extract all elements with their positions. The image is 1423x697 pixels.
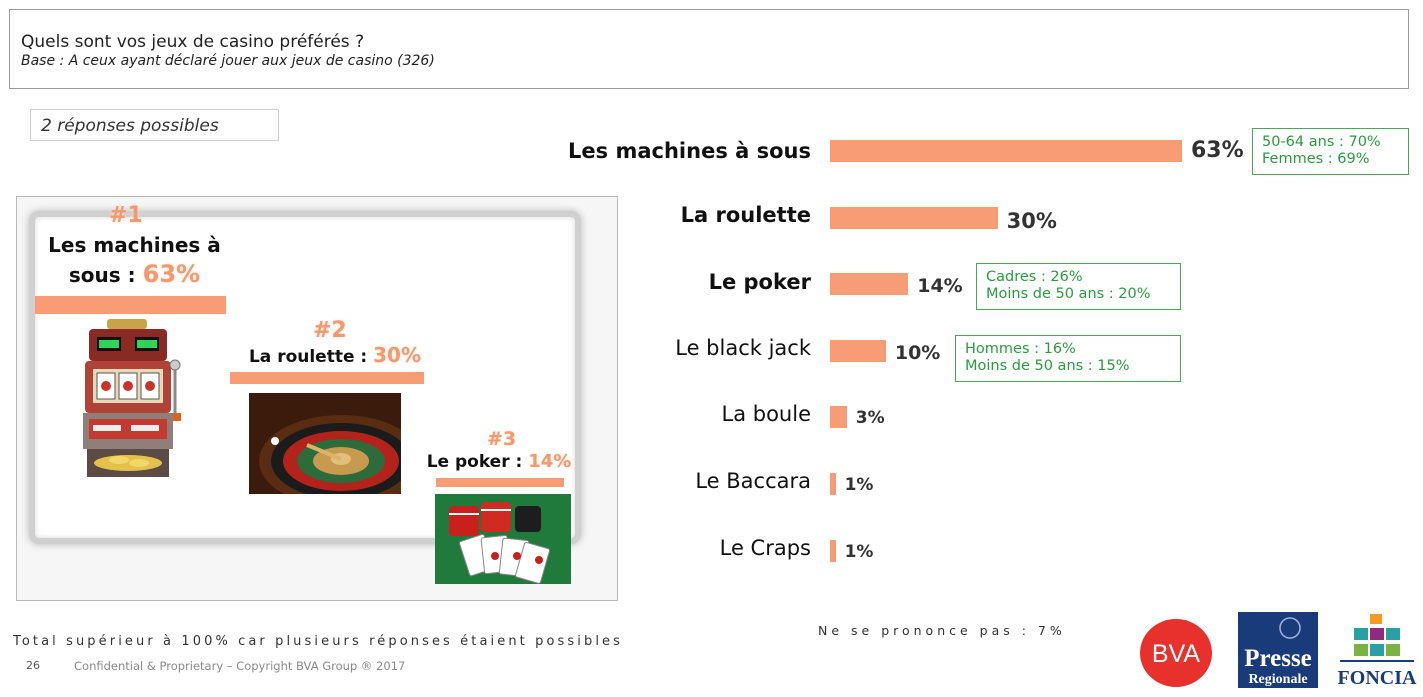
responses-note: 2 réponses possibles: [30, 109, 279, 141]
podium-1-label-line2: sous : 63%: [68, 260, 201, 288]
podium-3-pct: 14%: [528, 451, 572, 472]
copyright: Confidential & Proprietary – Copyright B…: [74, 659, 406, 673]
poker-icon: [435, 494, 571, 584]
bva-logo-text: BVA: [1152, 640, 1200, 668]
bar-value-label: 1%: [844, 542, 874, 562]
podium-2-label: La roulette : 30%: [248, 343, 422, 367]
presse-regionale-logo: Presse Regionale: [1238, 612, 1318, 688]
roulette-icon: [249, 393, 401, 494]
podium-2-bar: [230, 372, 424, 384]
note-poker-line1: Cadres : 26%: [986, 269, 1083, 285]
podium-1-label: Les machines à sous : 63%: [27, 231, 242, 290]
rank-3: #3: [487, 428, 517, 450]
note-machines-line2: Femmes : 69%: [1262, 151, 1370, 167]
rank-1: #1: [109, 203, 143, 228]
bar: [830, 207, 998, 229]
podium-panel: #1 Les machines à sous : 63% #2 La r: [16, 196, 618, 601]
bar-value-label: 10%: [894, 342, 941, 364]
note-machines: 50-64 ans : 70% Femmes : 69%: [1252, 128, 1409, 175]
bar: [830, 340, 886, 362]
bar-label: Les machines à sous: [568, 139, 811, 163]
total-footnote: Total supérieur à 100% car plusieurs rép…: [13, 634, 624, 649]
no-answer-note: Ne se prononce pas : 7%: [818, 623, 1066, 638]
podium-1-bar: [35, 296, 226, 314]
bar-value-label: 1%: [844, 475, 874, 495]
rank-2: #2: [313, 318, 347, 343]
bar-label: Le Baccara: [695, 469, 811, 493]
podium-3-label: Le poker : 14%: [426, 451, 572, 472]
bar: [830, 473, 836, 495]
bar-label: La boule: [721, 402, 812, 426]
bar: [830, 273, 909, 295]
podium-2-pct: 30%: [373, 343, 422, 367]
note-poker-line2: Moins de 50 ans : 20%: [986, 286, 1151, 302]
bar: [830, 406, 847, 428]
podium-1-label-line1: Les machines à: [48, 233, 221, 257]
bar-value-label: 30%: [1006, 209, 1057, 233]
presse-logo-line2: Regionale: [1248, 672, 1307, 687]
foncia-logo-text: FONCIA: [1338, 667, 1417, 689]
page-title: Quels sont vos jeux de casino préférés ?: [21, 32, 365, 52]
bar-label: Le black jack: [675, 336, 811, 360]
note-poker: Cadres : 26% Moins de 50 ans : 20%: [976, 263, 1181, 310]
bva-logo: BVA: [1140, 619, 1212, 687]
bar-label: Le poker: [708, 270, 811, 294]
presse-logo-line1: Presse: [1244, 645, 1312, 672]
slot-machine-icon: [83, 319, 181, 477]
bar-value-label: 63%: [1191, 138, 1244, 163]
note-blackjack: Hommes : 16% Moins de 50 ans : 15%: [955, 335, 1181, 382]
note-machines-line1: 50-64 ans : 70%: [1262, 134, 1381, 150]
bar-value-label: 3%: [855, 408, 885, 428]
page-number: 26: [26, 659, 40, 672]
bar-label: Le Craps: [719, 536, 811, 560]
podium-3-bar: [436, 478, 564, 487]
bar-label: La roulette: [680, 203, 811, 227]
bar: [830, 540, 836, 562]
note-blackjack-line1: Hommes : 16%: [965, 341, 1076, 357]
foncia-logo: FONCIA: [1338, 614, 1417, 689]
base-note: Base : A ceux ayant déclaré jouer aux je…: [21, 53, 435, 69]
note-blackjack-line2: Moins de 50 ans : 15%: [965, 358, 1130, 374]
bar-value-label: 14%: [917, 275, 963, 297]
podium-1-pct: 63%: [142, 260, 201, 288]
bar: [830, 140, 1182, 162]
header-box: Quels sont vos jeux de casino préférés ?…: [9, 9, 1409, 89]
